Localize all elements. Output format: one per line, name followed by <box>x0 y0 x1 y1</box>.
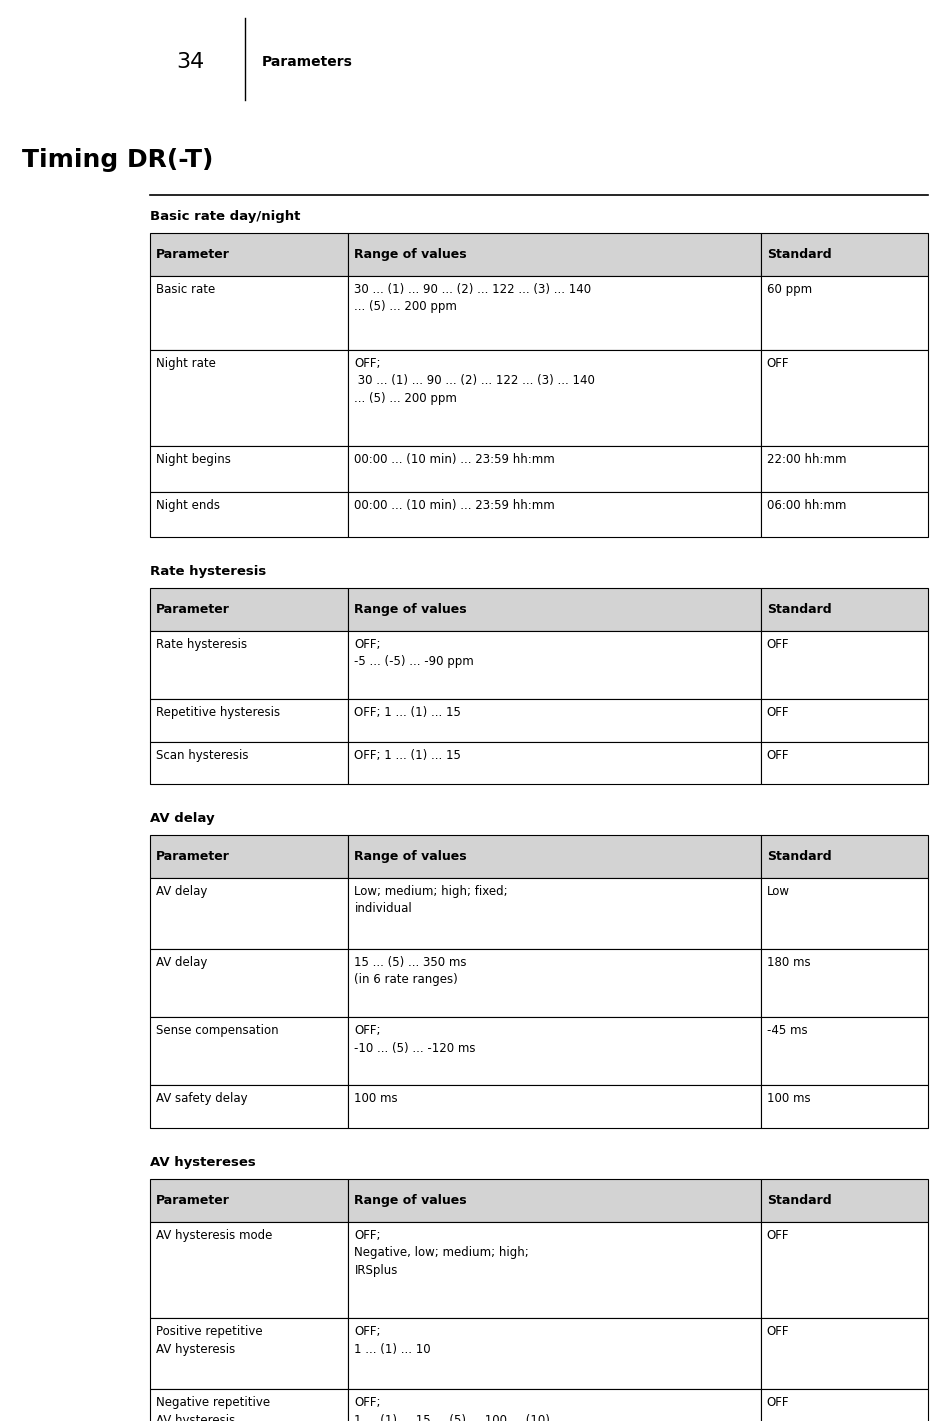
Bar <box>760 742 928 784</box>
Text: 06:00 hh:mm: 06:00 hh:mm <box>767 499 847 512</box>
Text: Range of values: Range of values <box>355 850 467 863</box>
Bar <box>760 1017 928 1086</box>
Text: Scan hysteresis: Scan hysteresis <box>156 749 248 762</box>
Text: Rate hysteresis: Rate hysteresis <box>150 566 266 578</box>
Bar <box>150 836 348 878</box>
Bar <box>348 350 760 446</box>
Text: Parameter: Parameter <box>156 850 229 863</box>
Text: OFF: OFF <box>767 1229 790 1242</box>
Text: 30 ... (1) ... 90 ... (2) ... 122 ... (3) ... 140
... (5) ... 200 ppm: 30 ... (1) ... 90 ... (2) ... 122 ... (3… <box>355 283 592 313</box>
Bar <box>150 878 348 949</box>
Bar <box>348 1319 760 1390</box>
Text: Repetitive hysteresis: Repetitive hysteresis <box>156 706 280 719</box>
Text: 180 ms: 180 ms <box>767 956 811 969</box>
Bar <box>760 492 928 537</box>
Bar <box>150 350 348 446</box>
Bar <box>150 492 348 537</box>
Text: OFF: OFF <box>767 706 790 719</box>
Text: Standard: Standard <box>767 1194 831 1206</box>
Text: Parameter: Parameter <box>156 1194 229 1206</box>
Text: AV delay: AV delay <box>156 885 208 898</box>
Text: OFF;
-5 ... (-5) ... -90 ppm: OFF; -5 ... (-5) ... -90 ppm <box>355 638 474 668</box>
Bar <box>348 742 760 784</box>
Text: 00:00 ... (10 min) ... 23:59 hh:mm: 00:00 ... (10 min) ... 23:59 hh:mm <box>355 453 556 466</box>
Text: Range of values: Range of values <box>355 1194 467 1206</box>
Bar <box>760 1086 928 1128</box>
Text: AV delay: AV delay <box>150 813 214 826</box>
Bar <box>348 836 760 878</box>
Text: AV hystereses: AV hystereses <box>150 1155 256 1169</box>
Text: AV hysteresis mode: AV hysteresis mode <box>156 1229 272 1242</box>
Bar <box>760 276 928 350</box>
Text: OFF;
-10 ... (5) ... -120 ms: OFF; -10 ... (5) ... -120 ms <box>355 1025 476 1054</box>
Bar <box>348 446 760 492</box>
Bar <box>150 1179 348 1222</box>
Bar <box>348 949 760 1017</box>
Bar <box>760 631 928 699</box>
Bar <box>348 1179 760 1222</box>
Bar <box>150 233 348 276</box>
Bar <box>760 350 928 446</box>
Text: Basic rate day/night: Basic rate day/night <box>150 210 301 223</box>
Bar <box>150 276 348 350</box>
Text: Parameters: Parameters <box>262 55 353 70</box>
Text: Night ends: Night ends <box>156 499 220 512</box>
Text: OFF: OFF <box>767 1326 790 1339</box>
Bar <box>348 878 760 949</box>
Text: Standard: Standard <box>767 603 831 615</box>
Text: OFF;
Negative, low; medium; high;
IRSplus: OFF; Negative, low; medium; high; IRSplu… <box>355 1229 529 1276</box>
Text: AV safety delay: AV safety delay <box>156 1093 247 1106</box>
Text: 100 ms: 100 ms <box>767 1093 811 1106</box>
Text: Parameter: Parameter <box>156 603 229 615</box>
Text: Night rate: Night rate <box>156 357 216 369</box>
Bar <box>760 588 928 631</box>
Text: OFF;
1 ... (1) ... 10: OFF; 1 ... (1) ... 10 <box>355 1326 431 1356</box>
Text: 100 ms: 100 ms <box>355 1093 398 1106</box>
Text: Sense compensation: Sense compensation <box>156 1025 279 1037</box>
Bar <box>760 1222 928 1319</box>
Bar <box>348 1222 760 1319</box>
Text: OFF;
1 ... (1) ... 15 ... (5) ... 100 ... (10)
... 180: OFF; 1 ... (1) ... 15 ... (5) ... 100 ..… <box>355 1397 550 1421</box>
Text: OFF;
 30 ... (1) ... 90 ... (2) ... 122 ... (3) ... 140
... (5) ... 200 ppm: OFF; 30 ... (1) ... 90 ... (2) ... 122 .… <box>355 357 595 405</box>
Bar <box>760 1319 928 1390</box>
Bar <box>150 1222 348 1319</box>
Bar <box>150 1086 348 1128</box>
Text: OFF: OFF <box>767 357 790 369</box>
Text: OFF; 1 ... (1) ... 15: OFF; 1 ... (1) ... 15 <box>355 706 462 719</box>
Bar <box>348 588 760 631</box>
Text: Range of values: Range of values <box>355 603 467 615</box>
Bar <box>760 699 928 742</box>
Text: AV delay: AV delay <box>156 956 208 969</box>
Text: 00:00 ... (10 min) ... 23:59 hh:mm: 00:00 ... (10 min) ... 23:59 hh:mm <box>355 499 556 512</box>
Bar <box>348 233 760 276</box>
Bar <box>760 836 928 878</box>
Bar <box>760 1179 928 1222</box>
Text: Positive repetitive
AV hysteresis: Positive repetitive AV hysteresis <box>156 1326 263 1356</box>
Text: Range of values: Range of values <box>355 247 467 261</box>
Text: Low: Low <box>767 885 790 898</box>
Bar <box>150 1390 348 1421</box>
Bar <box>150 1319 348 1390</box>
Bar <box>150 631 348 699</box>
Text: Negative repetitive
AV hysteresis: Negative repetitive AV hysteresis <box>156 1397 270 1421</box>
Text: Standard: Standard <box>767 850 831 863</box>
Text: OFF: OFF <box>767 1397 790 1410</box>
Text: Timing DR(-T): Timing DR(-T) <box>22 148 213 172</box>
Bar <box>348 631 760 699</box>
Bar <box>760 446 928 492</box>
Bar <box>150 1017 348 1086</box>
Text: OFF; 1 ... (1) ... 15: OFF; 1 ... (1) ... 15 <box>355 749 462 762</box>
Text: -45 ms: -45 ms <box>767 1025 808 1037</box>
Bar <box>150 949 348 1017</box>
Text: Basic rate: Basic rate <box>156 283 215 296</box>
Bar <box>760 878 928 949</box>
Bar <box>150 446 348 492</box>
Bar <box>348 1086 760 1128</box>
Text: 15 ... (5) ... 350 ms
(in 6 rate ranges): 15 ... (5) ... 350 ms (in 6 rate ranges) <box>355 956 466 986</box>
Text: 22:00 hh:mm: 22:00 hh:mm <box>767 453 847 466</box>
Text: Standard: Standard <box>767 247 831 261</box>
Bar <box>150 742 348 784</box>
Text: Parameter: Parameter <box>156 247 229 261</box>
Bar <box>348 1017 760 1086</box>
Text: 60 ppm: 60 ppm <box>767 283 811 296</box>
